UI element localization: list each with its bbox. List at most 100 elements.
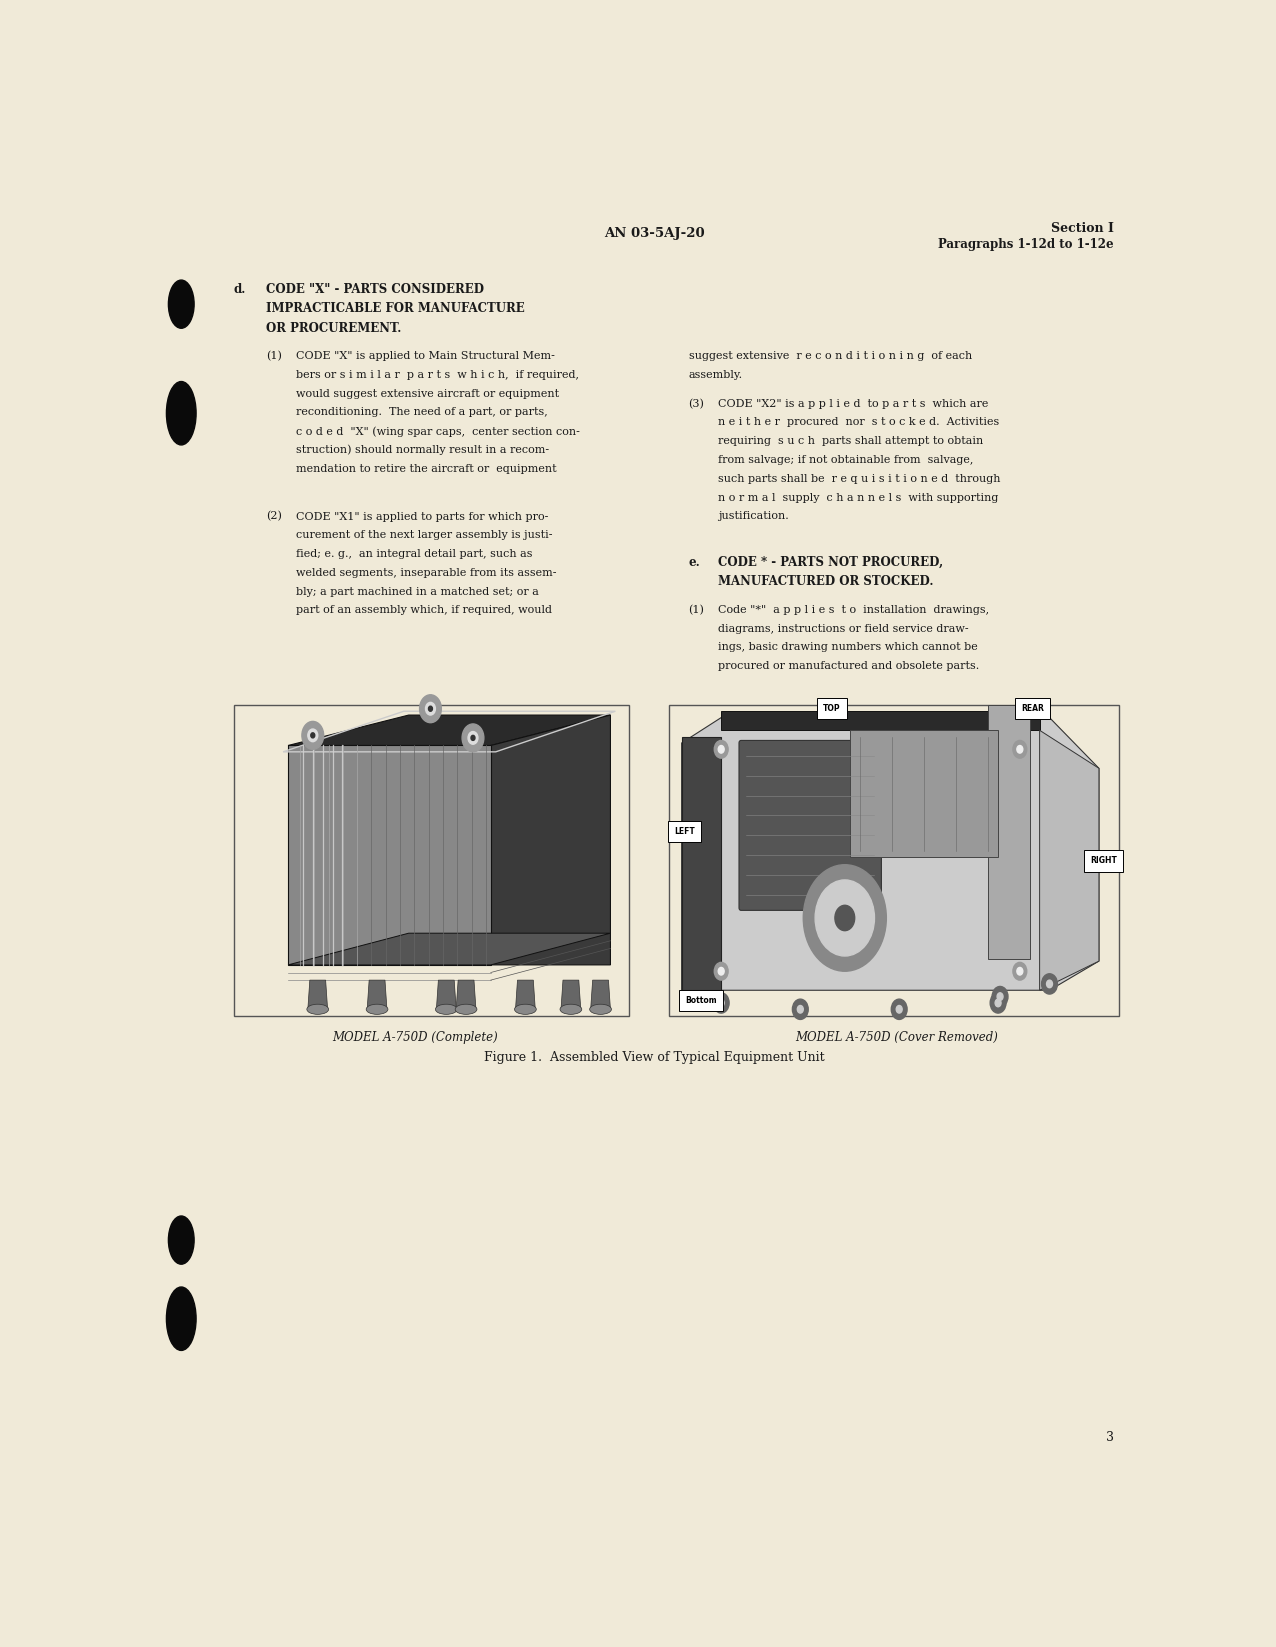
Circle shape bbox=[713, 993, 729, 1013]
Polygon shape bbox=[367, 980, 387, 1010]
Text: curement of the next larger assembly is justi-: curement of the next larger assembly is … bbox=[296, 530, 553, 540]
Ellipse shape bbox=[166, 382, 197, 445]
Ellipse shape bbox=[166, 1286, 197, 1351]
Polygon shape bbox=[288, 715, 610, 746]
Circle shape bbox=[718, 1000, 725, 1006]
Text: Section I: Section I bbox=[1051, 222, 1114, 234]
Circle shape bbox=[715, 962, 729, 980]
Text: Code "*"  a p p l i e s  t o  installation  drawings,: Code "*" a p p l i e s t o installation … bbox=[718, 604, 989, 614]
Circle shape bbox=[1017, 967, 1023, 975]
Circle shape bbox=[429, 707, 433, 712]
Circle shape bbox=[1017, 746, 1023, 753]
Circle shape bbox=[425, 702, 435, 715]
Circle shape bbox=[1013, 741, 1027, 758]
Circle shape bbox=[995, 1000, 1002, 1006]
Circle shape bbox=[798, 1005, 804, 1013]
Circle shape bbox=[997, 993, 1003, 1000]
Polygon shape bbox=[288, 934, 610, 965]
Text: AN 03-5AJ-20: AN 03-5AJ-20 bbox=[604, 227, 704, 240]
Text: MODEL A-750D (Complete): MODEL A-750D (Complete) bbox=[332, 1031, 498, 1044]
Circle shape bbox=[468, 731, 478, 744]
Text: mendation to retire the aircraft or  equipment: mendation to retire the aircraft or equi… bbox=[296, 464, 556, 474]
Ellipse shape bbox=[168, 280, 194, 328]
Text: such parts shall be  r e q u i s i t i o n e d  through: such parts shall be r e q u i s i t i o … bbox=[718, 474, 1000, 484]
FancyBboxPatch shape bbox=[850, 730, 998, 856]
Text: reconditioning.  The need of a part, or parts,: reconditioning. The need of a part, or p… bbox=[296, 407, 547, 417]
Polygon shape bbox=[681, 736, 721, 990]
Circle shape bbox=[1046, 980, 1053, 988]
Text: RIGHT: RIGHT bbox=[1091, 856, 1118, 865]
Text: LEFT: LEFT bbox=[674, 827, 695, 837]
Polygon shape bbox=[721, 712, 1040, 730]
Text: part of an assembly which, if required, would: part of an assembly which, if required, … bbox=[296, 606, 553, 616]
Circle shape bbox=[718, 967, 725, 975]
Text: struction) should normally result in a recom-: struction) should normally result in a r… bbox=[296, 445, 549, 455]
Circle shape bbox=[792, 1000, 808, 1019]
Polygon shape bbox=[308, 980, 328, 1010]
Text: MODEL A-750D (Cover Removed): MODEL A-750D (Cover Removed) bbox=[795, 1031, 998, 1044]
Text: requiring  s u c h  parts shall attempt to obtain: requiring s u c h parts shall attempt to… bbox=[718, 436, 984, 446]
Ellipse shape bbox=[590, 1005, 611, 1015]
Ellipse shape bbox=[435, 1005, 457, 1015]
Text: assembly.: assembly. bbox=[689, 371, 743, 380]
Text: welded segments, inseparable from its assem-: welded segments, inseparable from its as… bbox=[296, 568, 556, 578]
Ellipse shape bbox=[366, 1005, 388, 1015]
Text: e.: e. bbox=[689, 555, 701, 568]
Circle shape bbox=[993, 987, 1008, 1006]
Text: procured or manufactured and obsolete parts.: procured or manufactured and obsolete pa… bbox=[718, 660, 980, 670]
Polygon shape bbox=[491, 715, 610, 965]
Ellipse shape bbox=[306, 1005, 329, 1015]
Text: c o d e d  "X" (wing spar caps,  center section con-: c o d e d "X" (wing spar caps, center se… bbox=[296, 427, 579, 436]
Circle shape bbox=[990, 993, 1005, 1013]
Circle shape bbox=[835, 906, 855, 931]
Text: (2): (2) bbox=[267, 512, 282, 522]
Ellipse shape bbox=[456, 1005, 477, 1015]
Polygon shape bbox=[1040, 730, 1099, 990]
Polygon shape bbox=[516, 980, 536, 1010]
Text: REAR: REAR bbox=[1021, 705, 1044, 713]
Polygon shape bbox=[436, 980, 457, 1010]
Ellipse shape bbox=[514, 1005, 536, 1015]
Text: n e i t h e r  procured  nor  s t o c k e d.  Activities: n e i t h e r procured nor s t o c k e d… bbox=[718, 417, 999, 428]
Circle shape bbox=[420, 695, 441, 723]
Circle shape bbox=[1041, 973, 1058, 995]
Text: n o r m a l  supply  c h a n n e l s  with supporting: n o r m a l supply c h a n n e l s with … bbox=[718, 492, 999, 502]
Polygon shape bbox=[561, 980, 581, 1010]
Text: CODE "X2" is a p p l i e d  to p a r t s  which are: CODE "X2" is a p p l i e d to p a r t s … bbox=[718, 399, 989, 408]
Text: (1): (1) bbox=[689, 604, 704, 614]
Circle shape bbox=[462, 725, 484, 751]
Text: Bottom: Bottom bbox=[685, 996, 717, 1005]
Polygon shape bbox=[457, 980, 476, 1010]
Text: (1): (1) bbox=[267, 351, 282, 361]
FancyBboxPatch shape bbox=[234, 705, 629, 1016]
Circle shape bbox=[471, 735, 475, 741]
Text: OR PROCUREMENT.: OR PROCUREMENT. bbox=[267, 321, 402, 334]
Circle shape bbox=[718, 746, 725, 753]
Text: from salvage; if not obtainable from  salvage,: from salvage; if not obtainable from sal… bbox=[718, 455, 974, 464]
Text: suggest extensive  r e c o n d i t i o n i n g  of each: suggest extensive r e c o n d i t i o n … bbox=[689, 351, 972, 361]
Text: Figure 1.  Assembled View of Typical Equipment Unit: Figure 1. Assembled View of Typical Equi… bbox=[484, 1051, 824, 1064]
Text: justification.: justification. bbox=[718, 511, 789, 522]
Text: 3: 3 bbox=[1106, 1431, 1114, 1444]
Polygon shape bbox=[591, 980, 610, 1010]
Text: fied; e. g.,  an integral detail part, such as: fied; e. g., an integral detail part, su… bbox=[296, 548, 532, 558]
Text: d.: d. bbox=[234, 283, 246, 296]
Text: CODE "X1" is applied to parts for which pro-: CODE "X1" is applied to parts for which … bbox=[296, 512, 549, 522]
Circle shape bbox=[896, 1005, 902, 1013]
Circle shape bbox=[302, 721, 324, 749]
Text: CODE * - PARTS NOT PROCURED,: CODE * - PARTS NOT PROCURED, bbox=[718, 555, 943, 568]
Text: TOP: TOP bbox=[823, 705, 841, 713]
Text: would suggest extensive aircraft or equipment: would suggest extensive aircraft or equi… bbox=[296, 389, 559, 399]
Circle shape bbox=[715, 741, 729, 758]
Text: bers or s i m i l a r  p a r t s  w h i c h,  if required,: bers or s i m i l a r p a r t s w h i c … bbox=[296, 371, 579, 380]
Text: bly; a part machined in a matched set; or a: bly; a part machined in a matched set; o… bbox=[296, 586, 538, 596]
Ellipse shape bbox=[168, 1215, 194, 1265]
Text: MANUFACTURED OR STOCKED.: MANUFACTURED OR STOCKED. bbox=[718, 575, 934, 588]
Circle shape bbox=[311, 733, 315, 738]
Text: IMPRACTICABLE FOR MANUFACTURE: IMPRACTICABLE FOR MANUFACTURE bbox=[267, 301, 524, 315]
Ellipse shape bbox=[560, 1005, 582, 1015]
Circle shape bbox=[1013, 962, 1027, 980]
Text: diagrams, instructions or field service draw-: diagrams, instructions or field service … bbox=[718, 624, 968, 634]
Text: CODE "X" is applied to Main Structural Mem-: CODE "X" is applied to Main Structural M… bbox=[296, 351, 555, 361]
Circle shape bbox=[804, 865, 887, 972]
